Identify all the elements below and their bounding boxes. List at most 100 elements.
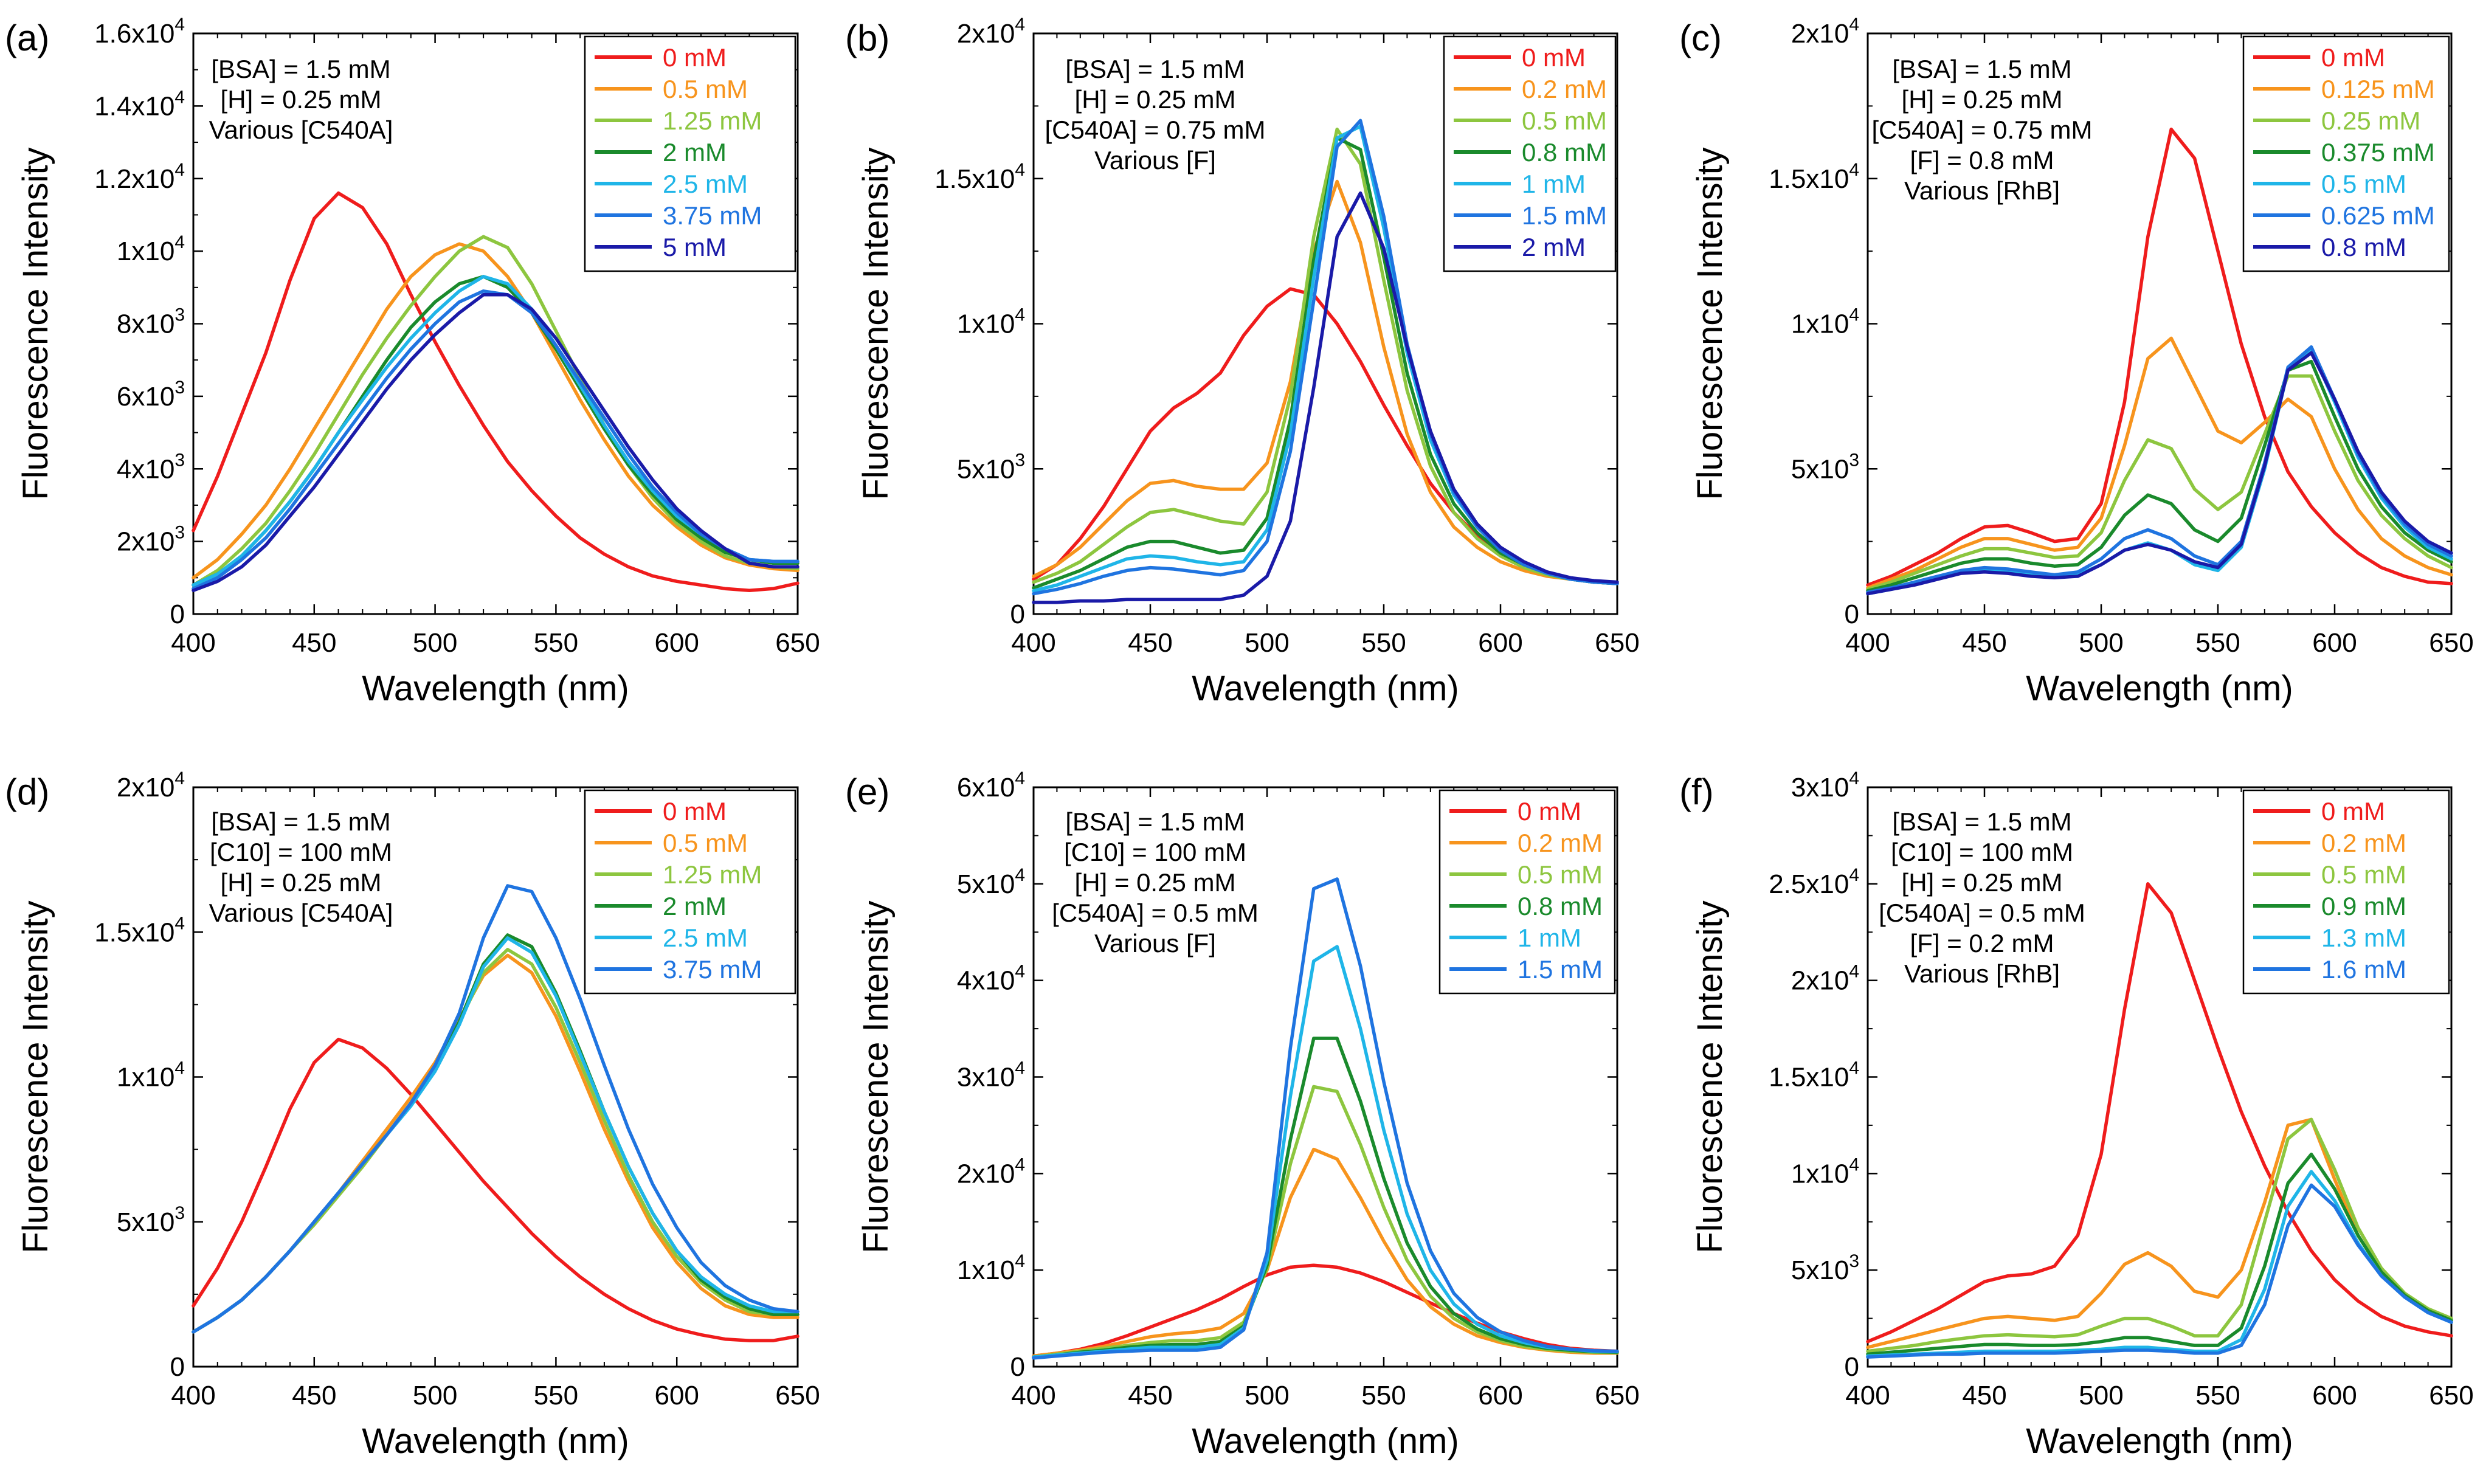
y-tick-label: 0: [170, 599, 185, 629]
legend-box: [584, 789, 796, 995]
series-line-0.2-mM: [1866, 1117, 2453, 1349]
x-tick-label: 650: [1595, 1381, 1639, 1410]
x-tick-label: 650: [775, 1381, 820, 1410]
legend-label: 0.2 mM: [1518, 829, 1603, 857]
y-tick-label: 1x104: [957, 305, 1025, 339]
panel-label: (a): [5, 18, 49, 58]
series-line-0.2-mM: [1032, 1147, 1619, 1358]
y-tick-label: 1x104: [1791, 1154, 1859, 1189]
series-line-1.5-mM: [1032, 119, 1619, 596]
panel-label: (c): [1679, 18, 1722, 58]
series-line-2-mM: [192, 933, 799, 1334]
legend-label: 0.5 mM: [1522, 106, 1607, 135]
y-tick-label: 1x104: [117, 1058, 185, 1092]
panel-label: (d): [5, 771, 49, 812]
annotation-text: Various [C540A]: [209, 899, 393, 927]
legend-label: 1.25 mM: [663, 106, 762, 135]
legend-label: 1.5 mM: [1518, 955, 1603, 984]
y-axis-title: Fluorescence Intensity: [16, 900, 55, 1253]
legend-label: 2 mM: [663, 892, 727, 920]
legend-label: 1.5 mM: [1522, 201, 1607, 230]
x-tick-label: 500: [413, 628, 457, 658]
annotation-text: [BSA] = 1.5 mM: [211, 807, 390, 836]
x-axis-title: Wavelength (nm): [1192, 669, 1459, 708]
annotation-text: [BSA] = 1.5 mM: [1065, 55, 1245, 83]
y-tick-label: 1.2x104: [94, 160, 185, 194]
legend-label: 0 mM: [663, 43, 727, 72]
x-tick-label: 600: [2312, 628, 2357, 658]
x-tick-label: 400: [1845, 628, 1890, 658]
x-tick-label: 500: [1245, 1381, 1289, 1410]
annotation-text: Various [C540A]: [209, 116, 393, 144]
x-tick-label: 450: [292, 628, 336, 658]
x-tick-label: 400: [171, 1381, 215, 1410]
y-axis-title: Fluorescence Intensity: [16, 147, 55, 500]
y-tick-label: 5x103: [117, 1203, 185, 1237]
series-line-0.8-mM: [1032, 1037, 1619, 1359]
y-tick-label: 8x103: [117, 305, 185, 339]
x-tick-label: 550: [1361, 628, 1406, 658]
y-axis-title: Fluorescence Intensity: [856, 147, 896, 500]
annotation-text: [F] = 0.2 mM: [1910, 929, 2054, 958]
annotation-text: [C540A] = 0.5 mM: [1052, 899, 1259, 927]
x-tick-label: 600: [1478, 628, 1522, 658]
series-line-2-mM: [1032, 191, 1619, 604]
y-tick-label: 1.6x104: [94, 15, 185, 49]
legend-label: 2.5 mM: [663, 170, 748, 198]
x-tick-label: 550: [2195, 1381, 2240, 1410]
series-line-0.9-mM: [1866, 1152, 2453, 1356]
x-tick-label: 450: [1962, 628, 2006, 658]
legend-label: 5 mM: [663, 233, 727, 261]
series-line-1.25-mM: [192, 235, 799, 587]
x-axis-title: Wavelength (nm): [362, 1421, 629, 1461]
legend-label: 0.375 mM: [2321, 138, 2435, 167]
panel-a: (a) 400 450 500 550 600 650 0 2x103 4x103 6x103 8x1…: [5, 15, 820, 708]
y-axis-title: Fluorescence Intensity: [856, 900, 896, 1253]
y-axis-title: Fluorescence Intensity: [1690, 900, 1730, 1253]
y-tick-label: 6x103: [117, 378, 185, 412]
series-line-0.8-mM: [1866, 351, 2453, 596]
legend-label: 2 mM: [1522, 233, 1586, 261]
y-tick-label: 6x104: [957, 768, 1025, 802]
x-tick-label: 450: [1128, 1381, 1172, 1410]
annotation-text: [C540A] = 0.75 mM: [1871, 116, 2092, 144]
series-line-0.5-mM: [1032, 1085, 1619, 1359]
series-line-0-mM: [1866, 882, 2453, 1344]
x-tick-label: 600: [1478, 1381, 1522, 1410]
legend-label: 0.25 mM: [2321, 106, 2420, 135]
annotation-text: [C10] = 100 mM: [210, 838, 392, 866]
legend-label: 0 mM: [1522, 43, 1586, 72]
y-tick-label: 2x104: [1791, 962, 1859, 996]
legend-label: 0 mM: [1518, 797, 1581, 826]
legend-label: 0.9 mM: [2321, 892, 2406, 920]
series-line-0.25-mM: [1866, 374, 2453, 592]
annotation-text: [BSA] = 1.5 mM: [1892, 55, 2071, 83]
legend-label: 1 mM: [1522, 170, 1586, 198]
series-line-0-mM: [1866, 127, 2453, 587]
legend-label: 1.3 mM: [2321, 923, 2406, 952]
legend-label: 0.8 mM: [1522, 138, 1607, 167]
annotation-text: Various [RhB]: [1904, 959, 2060, 988]
series-line-0-mM: [192, 191, 799, 592]
legend-label: 2.5 mM: [663, 923, 748, 952]
panel-label: (b): [845, 18, 889, 58]
annotation-text: [H] = 0.25 mM: [1902, 868, 2063, 897]
series-line-1.6-mM: [1866, 1183, 2453, 1359]
legend-label: 0 mM: [2321, 797, 2385, 826]
x-tick-label: 550: [534, 628, 578, 658]
y-tick-label: 0: [170, 1352, 185, 1382]
y-tick-label: 2x104: [957, 15, 1025, 49]
y-tick-label: 1.4x104: [94, 87, 185, 121]
annotation-text: [BSA] = 1.5 mM: [1892, 807, 2071, 836]
y-tick-label: 2x104: [117, 768, 185, 802]
series-line-3.75-mM: [192, 289, 799, 590]
x-tick-label: 600: [654, 1381, 699, 1410]
annotation-text: Various [F]: [1094, 929, 1216, 958]
legend-label: 0.2 mM: [2321, 829, 2406, 857]
x-tick-label: 600: [654, 628, 699, 658]
x-tick-label: 500: [1245, 628, 1289, 658]
series-line-5-mM: [192, 293, 799, 592]
legend-label: 0.2 mM: [1522, 75, 1607, 103]
x-tick-label: 500: [2079, 1381, 2123, 1410]
y-tick-label: 5x103: [957, 450, 1025, 484]
